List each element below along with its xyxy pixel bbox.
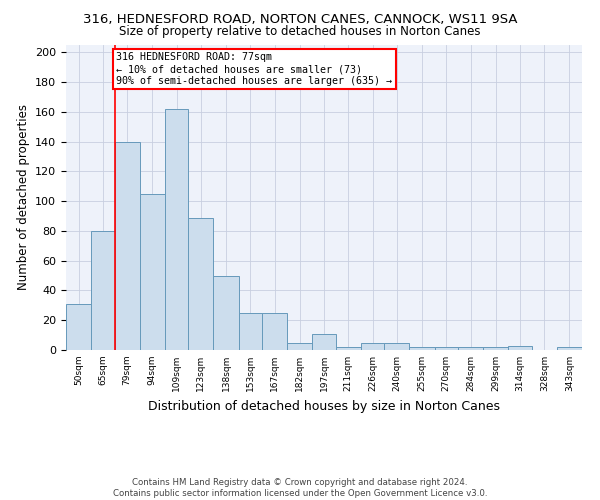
Bar: [188, 218, 214, 350]
Text: 316 HEDNESFORD ROAD: 77sqm
← 10% of detached houses are smaller (73)
90% of semi: 316 HEDNESFORD ROAD: 77sqm ← 10% of deta…: [116, 52, 392, 86]
Bar: [262, 313, 287, 350]
X-axis label: Distribution of detached houses by size in Norton Canes: Distribution of detached houses by size …: [148, 400, 500, 412]
Bar: [483, 347, 508, 350]
Bar: [361, 342, 385, 350]
Bar: [115, 142, 140, 350]
Bar: [239, 313, 262, 350]
Y-axis label: Number of detached properties: Number of detached properties: [17, 104, 29, 290]
Bar: [508, 346, 532, 350]
Bar: [91, 231, 115, 350]
Bar: [66, 304, 91, 350]
Bar: [385, 342, 409, 350]
Bar: [557, 347, 582, 350]
Bar: [458, 347, 483, 350]
Text: Contains HM Land Registry data © Crown copyright and database right 2024.
Contai: Contains HM Land Registry data © Crown c…: [113, 478, 487, 498]
Bar: [312, 334, 336, 350]
Bar: [140, 194, 165, 350]
Text: 316, HEDNESFORD ROAD, NORTON CANES, CANNOCK, WS11 9SA: 316, HEDNESFORD ROAD, NORTON CANES, CANN…: [83, 12, 517, 26]
Bar: [336, 347, 361, 350]
Text: Size of property relative to detached houses in Norton Canes: Size of property relative to detached ho…: [119, 25, 481, 38]
Bar: [434, 347, 458, 350]
Bar: [287, 342, 312, 350]
Bar: [409, 347, 434, 350]
Bar: [214, 276, 239, 350]
Bar: [165, 109, 188, 350]
